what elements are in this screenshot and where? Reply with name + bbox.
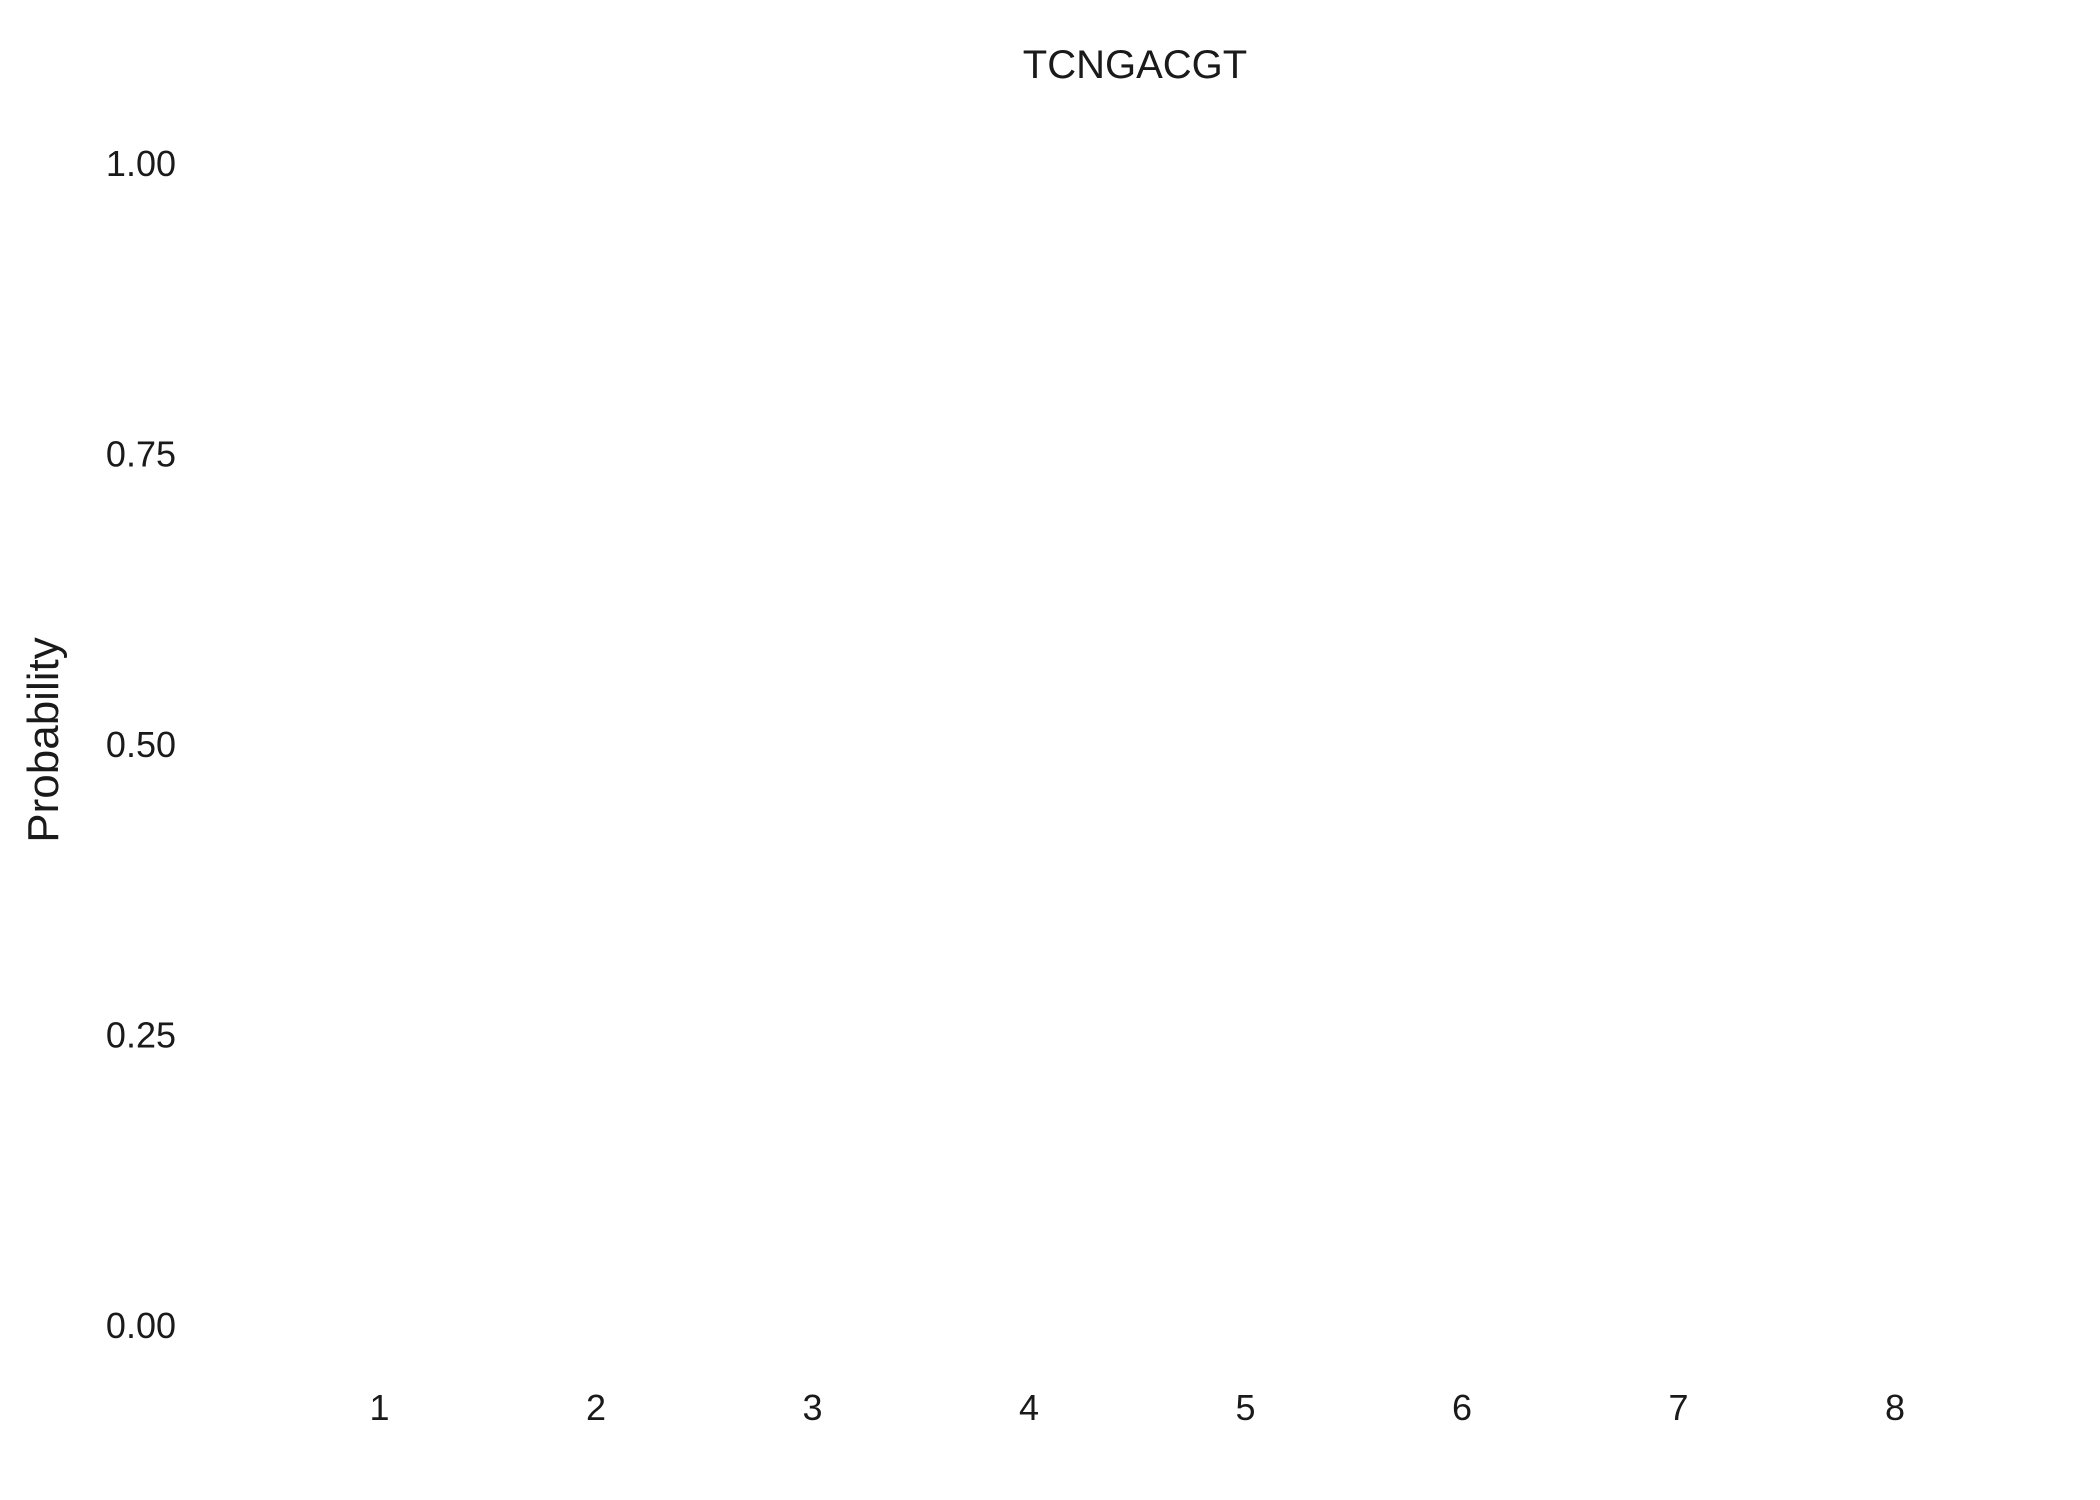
x-tick-label: 3: [802, 1387, 822, 1428]
y-axis-label: Probability: [19, 637, 68, 842]
x-tick-label: 4: [1019, 1387, 1039, 1428]
y-tick-label: 0.00: [106, 1305, 176, 1346]
y-tick-label: 0.25: [106, 1015, 176, 1056]
y-tick-label: 0.75: [106, 434, 176, 475]
y-tick-label: 1.00: [106, 143, 176, 184]
x-tick-label: 5: [1235, 1387, 1255, 1428]
x-tick-label: 8: [1885, 1387, 1905, 1428]
x-tick-label: 7: [1668, 1387, 1688, 1428]
y-tick-label: 0.50: [106, 724, 176, 765]
y-axis-ticks: 0.00 0.25 0.50 0.75 1.00: [106, 143, 176, 1346]
chart-title: TCNGACGT: [1023, 43, 1247, 87]
x-tick-label: 6: [1452, 1387, 1472, 1428]
x-tick-label: 2: [586, 1387, 606, 1428]
x-tick-label: 1: [369, 1387, 389, 1428]
x-axis-ticks: 1 2 3 4 5 6 7 8: [369, 1387, 1905, 1428]
